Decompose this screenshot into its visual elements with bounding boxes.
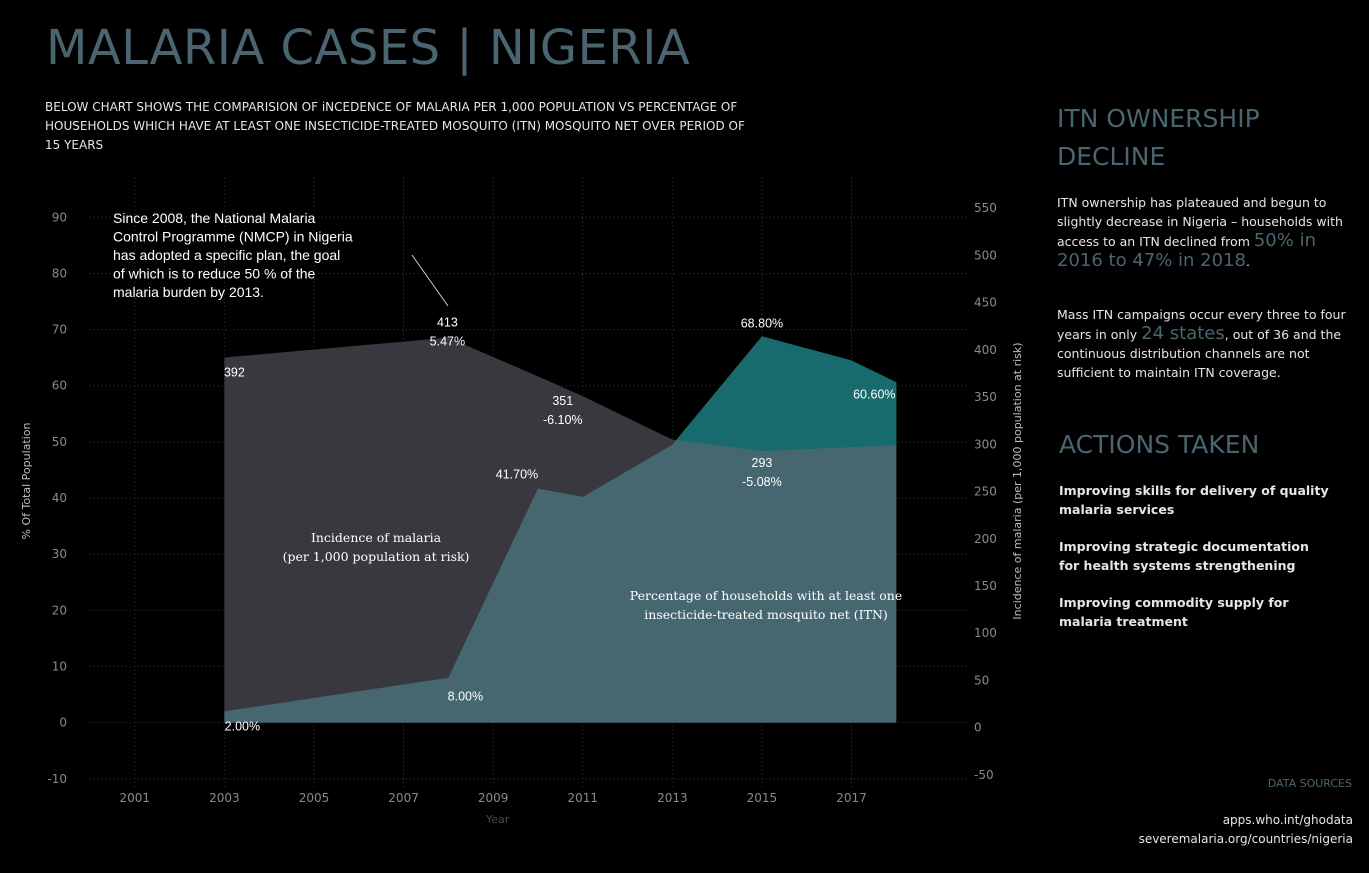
malaria-chart: 2001 2003 2005 2007 2009 2011 2013 2015 2017 -10 0… bbox=[20, 178, 1024, 826]
y-right-axis-title: Incidence of malaria (per 1,000 populati… bbox=[1011, 342, 1024, 619]
data-label: 8.00% bbox=[448, 690, 483, 704]
y-right-tick-label: 450 bbox=[974, 296, 997, 310]
data-label: 413 bbox=[437, 316, 458, 330]
y-right-tick-label: 200 bbox=[974, 532, 997, 546]
annotation-line: Since 2008, the National Malaria bbox=[113, 210, 316, 226]
data-label: -5.08% bbox=[742, 475, 782, 489]
y-right-tick-label: 100 bbox=[974, 626, 997, 640]
x-tick-label: 2015 bbox=[747, 791, 778, 805]
itn-heading-line-2: DECLINE bbox=[1057, 142, 1166, 171]
x-tick-label: 2011 bbox=[567, 791, 598, 805]
itn-heading-line-1: ITN OWNERSHIP bbox=[1057, 104, 1260, 133]
y-left-tick-label: 10 bbox=[52, 659, 67, 673]
itn-paragraph-1-end: . bbox=[1246, 254, 1250, 269]
y-right-tick-label: 150 bbox=[974, 579, 997, 593]
y-right-tick-label: -50 bbox=[974, 768, 994, 782]
source-link-who[interactable]: apps.who.int/ghodata bbox=[1222, 813, 1353, 827]
y-right-tick-label: 0 bbox=[974, 721, 982, 735]
action-item: Improving strategic documentation for he… bbox=[1059, 539, 1309, 573]
x-tick-label: 2001 bbox=[120, 791, 151, 805]
y-left-tick-label: 50 bbox=[52, 435, 67, 449]
x-tick-label: 2013 bbox=[657, 791, 688, 805]
y-left-tick-label: -10 bbox=[47, 772, 67, 786]
y-left-tick-label: 90 bbox=[52, 210, 67, 224]
y-right-tick-label: 400 bbox=[974, 343, 997, 357]
action-item: Improving commodity supply for malaria t… bbox=[1059, 595, 1289, 629]
data-label: 392 bbox=[224, 365, 245, 379]
annotation-line: has adopted a specific plan, the goal bbox=[113, 247, 340, 263]
y-right-tick-label: 250 bbox=[974, 485, 997, 499]
data-label: 293 bbox=[752, 456, 773, 470]
itn-paragraph-2: Mass ITN campaigns occur every three to … bbox=[1057, 305, 1347, 382]
x-tick-label: 2003 bbox=[209, 791, 240, 805]
series-label: Incidence of malaria bbox=[311, 530, 442, 545]
x-tick-label: 2005 bbox=[299, 791, 330, 805]
data-label: 5.47% bbox=[430, 335, 465, 349]
itn-overlap-area bbox=[224, 336, 897, 451]
itn-paragraph-1-text: ITN ownership has plateaued and begun to… bbox=[1057, 195, 1343, 249]
y-left-tick-label: 60 bbox=[52, 379, 67, 393]
data-sources-heading: DATA SOURCES bbox=[1267, 777, 1352, 790]
y-right-tick-label: 350 bbox=[974, 390, 997, 404]
states-highlight: 24 states bbox=[1141, 323, 1225, 344]
itn-paragraph-2-text: Mass ITN campaigns occur every three to … bbox=[1057, 307, 1346, 342]
page-subtitle: BELOW CHART SHOWS THE COMPARISION OF iNC… bbox=[45, 100, 745, 152]
y-left-tick-label: 20 bbox=[52, 603, 67, 617]
itn-paragraph-2-end: , out of 36 and the continuous distribut… bbox=[1057, 327, 1342, 380]
y-right-tick-label: 500 bbox=[974, 248, 997, 262]
y-right-tick-label: 50 bbox=[974, 673, 989, 687]
annotation-line: malaria burden by 2013. bbox=[113, 284, 264, 300]
actions-heading: ACTIONS TAKEN bbox=[1059, 430, 1260, 459]
annotation-pointer bbox=[411, 254, 449, 307]
series-label: (per 1,000 population at risk) bbox=[283, 549, 470, 564]
x-tick-label: 2007 bbox=[388, 791, 419, 805]
data-label: 41.70% bbox=[496, 467, 538, 481]
x-tick-label: 2009 bbox=[478, 791, 509, 805]
y-left-tick-label: 0 bbox=[59, 716, 67, 730]
annotation-line: Control Programme (NMCP) in Nigeria bbox=[113, 229, 353, 245]
itn-decline-highlight: 50% in 2016 to 47% in 2018 bbox=[1057, 230, 1316, 271]
annotation-line: of which is to reduce 50 % of the bbox=[113, 266, 316, 282]
series-label: insecticide-treated mosquito net (ITN) bbox=[644, 607, 888, 622]
x-axis-title: Year bbox=[485, 813, 510, 826]
page-title: MALARIA CASES | NIGERIA bbox=[46, 20, 691, 76]
itn-heading: ITN OWNERSHIP DECLINE bbox=[1057, 100, 1260, 176]
itn-paragraph-1: ITN ownership has plateaued and begun to… bbox=[1057, 193, 1347, 271]
y-left-tick-label: 30 bbox=[52, 547, 67, 561]
action-item: Improving skills for delivery of quality… bbox=[1059, 483, 1329, 517]
data-label: 2.00% bbox=[225, 719, 260, 733]
source-link-severemalaria[interactable]: severemalaria.org/countries/nigeria bbox=[1138, 832, 1353, 846]
data-label: 351 bbox=[552, 394, 573, 408]
data-label: -6.10% bbox=[543, 413, 583, 427]
data-label: 60.60% bbox=[853, 387, 895, 401]
data-label: 68.80% bbox=[741, 316, 783, 330]
y-left-tick-label: 40 bbox=[52, 491, 67, 505]
y-right-tick-label: 550 bbox=[974, 201, 997, 215]
series-label: Percentage of households with at least o… bbox=[630, 588, 902, 603]
y-right-tick-label: 300 bbox=[974, 437, 997, 451]
y-left-tick-label: 80 bbox=[52, 266, 67, 280]
y-left-tick-label: 70 bbox=[52, 323, 67, 337]
x-tick-label: 2017 bbox=[836, 791, 867, 805]
y-left-axis-title: % Of Total Population bbox=[20, 423, 33, 540]
